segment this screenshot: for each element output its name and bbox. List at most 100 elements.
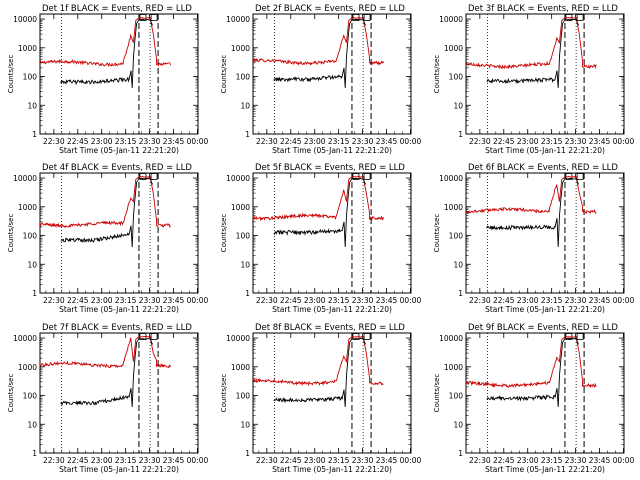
marker-box: [363, 14, 371, 21]
marker-box: [150, 14, 158, 21]
x-tick-label: 22:30: [469, 137, 491, 146]
series-line-events: [60, 177, 153, 248]
y-tick-label: 1000: [231, 203, 250, 212]
y-tick-label: 10000: [439, 174, 463, 183]
x-axis-label: Start Time (05-Jan-11 22:21:20): [272, 146, 392, 155]
y-axis-label: Counts/sec: [220, 55, 228, 94]
plot-frame: [39, 13, 199, 135]
y-tick-label: 100: [23, 73, 38, 82]
y-tick-label: 1000: [444, 203, 463, 212]
x-tick-label: 22:30: [256, 137, 278, 146]
x-tick-label: 23:15: [115, 137, 137, 146]
series-line-events: [60, 337, 153, 408]
x-axis-label: Start Time (05-Jan-11 22:21:20): [485, 465, 605, 474]
x-tick-label: 00:00: [187, 296, 209, 305]
y-tick-label: 10000: [439, 15, 463, 24]
y-axis-label: Counts/sec: [220, 214, 228, 253]
y-tick-label: 10: [27, 420, 37, 429]
x-tick-label: 22:30: [469, 456, 491, 465]
x-tick-label: 23:45: [376, 456, 398, 465]
x-tick-label: 23:30: [565, 456, 587, 465]
series-line-lld: [465, 175, 597, 214]
x-tick-label: 23:45: [589, 137, 611, 146]
x-tick-label: 23:00: [304, 137, 326, 146]
chart-panel-8: Det 8f BLACK = Events, RED = LLD 1 10 100 10…: [220, 323, 422, 474]
x-tick-label: 23:15: [541, 296, 563, 305]
x-tick-label: 23:30: [565, 296, 587, 305]
y-tick-label: 100: [449, 232, 464, 241]
y-tick-label: 100: [23, 392, 38, 401]
plot-frame: [465, 13, 625, 135]
series-line-lld: [465, 16, 597, 70]
x-tick-label: 22:30: [256, 296, 278, 305]
x-tick-label: 23:15: [328, 137, 350, 146]
x-tick-label: 22:30: [256, 456, 278, 465]
series-line-lld: [39, 335, 171, 369]
x-tick-label: 23:30: [352, 456, 374, 465]
x-tick-label: 00:00: [613, 456, 635, 465]
x-axis-label: Start Time (05-Jan-11 22:21:20): [59, 305, 179, 314]
y-axis-label: Counts/sec: [7, 374, 15, 413]
y-tick-label: 100: [236, 232, 251, 241]
y-axis-label: Counts/sec: [433, 55, 441, 94]
x-tick-label: 00:00: [187, 456, 209, 465]
x-axis-label: Start Time (05-Jan-11 22:21:20): [59, 465, 179, 474]
y-tick-label: 1: [245, 449, 250, 458]
y-tick-label: 1000: [231, 363, 250, 372]
chart-panel-1: Det 1f BLACK = Events, RED = LLD 1 10 100 10…: [7, 4, 209, 155]
y-tick-label: 1: [32, 449, 37, 458]
y-tick-label: 10000: [13, 334, 37, 343]
y-tick-label: 1000: [444, 363, 463, 372]
chart-title: Det 6f BLACK = Events, RED = LLD: [468, 163, 618, 173]
x-tick-label: 23:30: [352, 296, 374, 305]
x-tick-label: 00:00: [613, 296, 635, 305]
plot-frame: [465, 172, 625, 294]
chart-panel-2: Det 2f BLACK = Events, RED = LLD 1 10 100 10…: [220, 4, 422, 155]
y-tick-label: 1: [32, 289, 37, 298]
x-tick-label: 22:30: [43, 137, 65, 146]
series-line-events: [486, 177, 579, 248]
y-axis-label: Counts/sec: [433, 214, 441, 253]
chart-panel-9: Det 9f BLACK = Events, RED = LLD 1 10 100 10…: [433, 323, 635, 474]
series-line-lld: [252, 335, 384, 387]
marker-box: [576, 14, 584, 21]
x-tick-label: 23:00: [517, 296, 539, 305]
x-tick-label: 23:45: [163, 137, 185, 146]
marker-box: [150, 173, 158, 180]
y-tick-label: 10000: [226, 334, 250, 343]
chart-title: Det 5f BLACK = Events, RED = LLD: [255, 163, 405, 173]
y-tick-label: 10: [240, 420, 250, 429]
x-axis-label: Start Time (05-Jan-11 22:21:20): [485, 305, 605, 314]
x-tick-label: 22:45: [493, 456, 515, 465]
series-line-events: [273, 337, 366, 408]
chart-title: Det 4f BLACK = Events, RED = LLD: [42, 163, 192, 173]
y-tick-label: 1000: [18, 363, 37, 372]
x-tick-label: 23:00: [91, 456, 113, 465]
series-line-events: [273, 177, 366, 248]
x-tick-label: 22:45: [67, 456, 89, 465]
x-tick-label: 23:45: [589, 456, 611, 465]
x-tick-label: 23:00: [517, 456, 539, 465]
chart-panel-4: Det 4f BLACK = Events, RED = LLD 1 10 100 10…: [7, 163, 209, 314]
series-line-events: [273, 18, 366, 89]
series-line-lld: [252, 176, 384, 222]
x-axis-label: Start Time (05-Jan-11 22:21:20): [272, 305, 392, 314]
x-tick-label: 23:30: [352, 137, 374, 146]
y-tick-label: 10: [240, 260, 250, 269]
x-tick-label: 23:45: [589, 296, 611, 305]
y-tick-label: 1000: [18, 203, 37, 212]
y-tick-label: 10000: [226, 15, 250, 24]
x-tick-label: 23:15: [328, 456, 350, 465]
y-tick-label: 10: [453, 101, 463, 110]
chart-title: Det 7f BLACK = Events, RED = LLD: [42, 323, 192, 333]
series-line-lld: [39, 17, 171, 67]
y-axis-label: Counts/sec: [7, 55, 15, 94]
x-tick-label: 23:45: [163, 296, 185, 305]
y-axis-label: Counts/sec: [433, 374, 441, 413]
x-tick-label: 22:45: [67, 137, 89, 146]
chart-panel-6: Det 6f BLACK = Events, RED = LLD 1 10 100 10…: [433, 163, 635, 314]
y-tick-label: 100: [23, 232, 38, 241]
y-tick-label: 1000: [18, 44, 37, 53]
x-tick-label: 22:30: [43, 456, 65, 465]
